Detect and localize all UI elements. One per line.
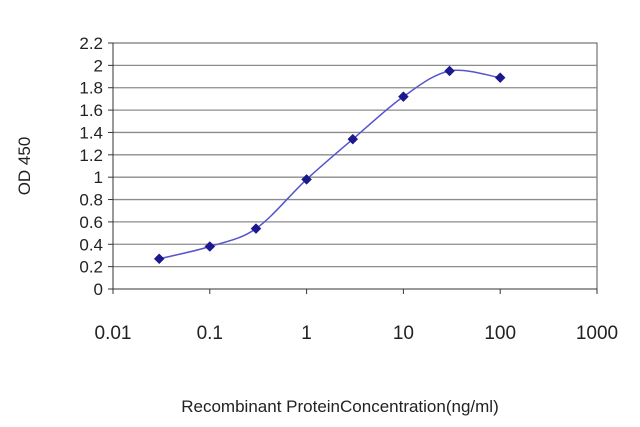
x-tick-label: 0.01 [95, 323, 132, 344]
data-point [398, 91, 409, 103]
x-axis-title: Recombinant ProteinConcentration(ng/ml) [181, 397, 499, 416]
y-tick-label: 2 [94, 56, 103, 75]
data-point [153, 253, 165, 265]
data-point [250, 223, 262, 234]
data-point [204, 241, 216, 252]
plot-area [112, 42, 598, 290]
y-tick-label: 0.8 [79, 191, 103, 210]
x-tick-label: 1000 [576, 323, 618, 344]
y-tick-label: 1.2 [79, 146, 103, 165]
x-axis-tick-labels: 0.01 0.1 1 10 100 1000 [95, 323, 619, 344]
grid-lines [113, 64, 597, 268]
y-tick-label: 1.4 [79, 123, 103, 142]
y-tick-label: 0.2 [79, 258, 103, 277]
y-tick-label: 0.4 [79, 235, 103, 254]
series-line [159, 69, 501, 260]
data-point [494, 72, 506, 84]
series-group [153, 65, 506, 265]
x-tick-label: 1 [301, 323, 312, 344]
y-tick-label: 2.2 [79, 34, 103, 53]
y-axis-title: OD 450 [15, 137, 34, 196]
data-point [444, 65, 455, 77]
x-tick-label: 0.1 [197, 323, 223, 344]
data-point [301, 174, 312, 185]
y-tick-label: 1.6 [79, 101, 103, 120]
axes [108, 42, 598, 294]
x-tick-label: 10 [393, 323, 414, 344]
y-tick-label: 1.8 [79, 79, 103, 98]
y-tick-label: 0 [94, 280, 103, 299]
y-tick-label: 1 [94, 168, 103, 187]
data-point [347, 133, 359, 145]
y-tick-label: 0.6 [79, 213, 103, 232]
y-axis-tick-labels: 0 0.2 0.4 0.6 0.8 1 1.2 1.4 1.6 1.8 2 2.2 [79, 34, 103, 299]
x-tick-label: 100 [484, 323, 516, 344]
